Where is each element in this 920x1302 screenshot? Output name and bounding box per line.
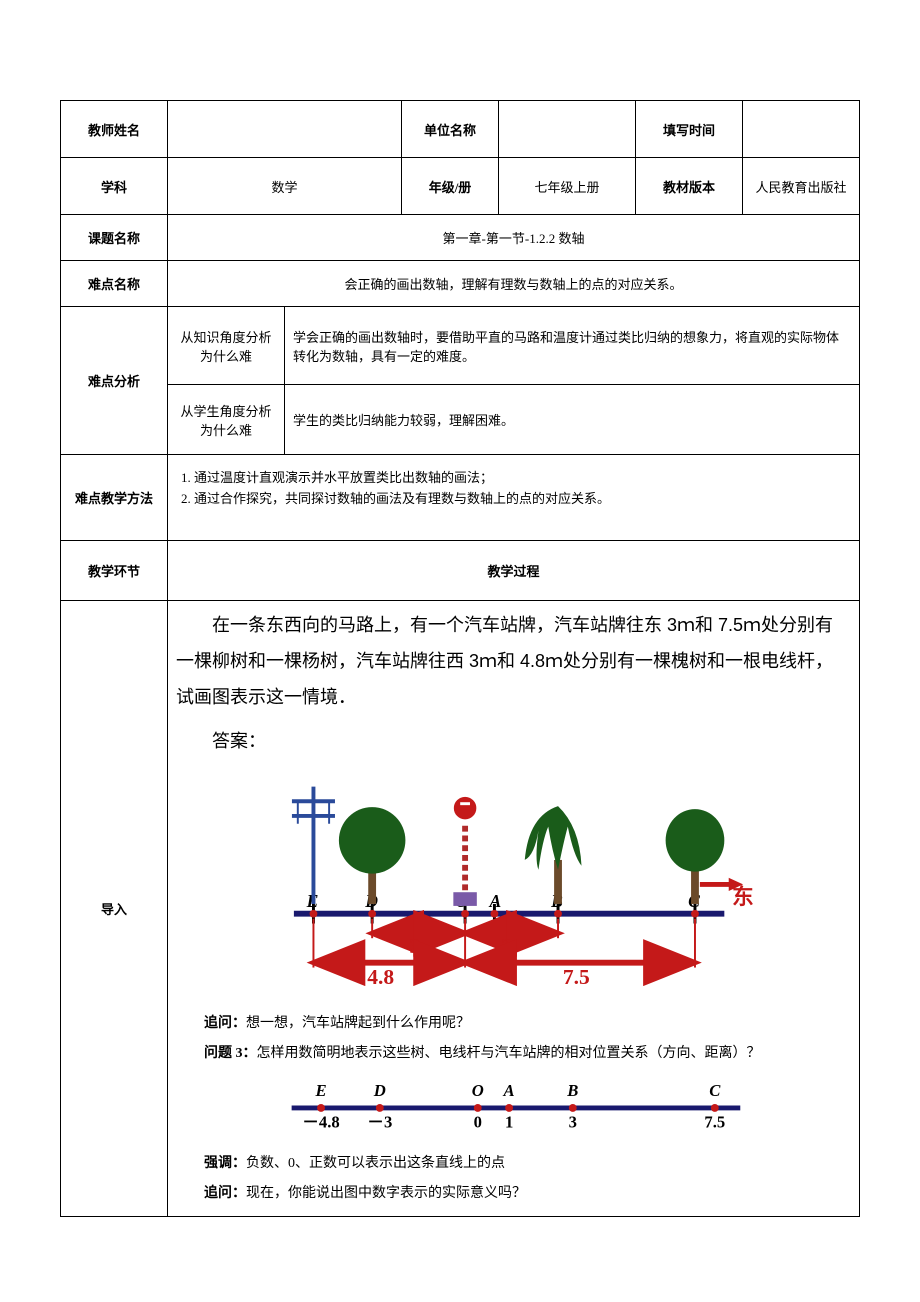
lesson-value: 第一章-第一节-1.2.2 数轴 [168,215,860,261]
teacher-name-header: 教师姓名 [61,101,168,158]
nl-O-label: O [471,1081,483,1100]
nl-B-value: 3 [568,1113,576,1132]
time-header: 填写时间 [636,101,743,158]
book-header: 教材版本 [636,158,743,215]
time-value [743,101,860,158]
nl-D-value: －3 [367,1113,392,1132]
dim-right-out: 7.5 [562,965,589,989]
answer-label: 答案： [176,723,851,759]
intro-header: 导入 [61,601,168,1217]
dim-right-in: 3 [501,934,512,958]
process-header: 教学过程 [168,541,860,601]
scene-diagram: E D O A B C 东 [274,767,754,996]
bus-sign-icon [452,795,477,906]
follow-q2: 追问：现在，你能说出图中数字表示的实际意义吗？ [204,1180,851,1208]
nl-A-label: A [502,1081,514,1100]
nl-C-label: C [709,1081,721,1100]
lesson-header: 课题名称 [61,215,168,261]
method-item-1: 通过温度计直观演示并水平放置类比出数轴的画法； [194,467,851,486]
subject-header: 学科 [61,158,168,215]
analysis-sub2-header: 从学生角度分析为什么难 [168,385,285,455]
point-A-label: A [488,891,501,911]
dim-left-in: 3 [409,934,420,958]
nl-A-value: 1 [504,1113,512,1132]
analysis-header: 难点分析 [61,307,168,455]
analysis-sub2-value: 学生的类比归纳能力较弱，理解困难。 [285,385,860,455]
unit-header: 单位名称 [402,101,499,158]
nl-E-label: E [314,1081,326,1100]
method-cell: 通过温度计直观演示并水平放置类比出数轴的画法； 通过合作探究，共同探讨数轴的画法… [168,455,860,541]
analysis-sub1-value: 学会正确的画出数轴时，要借助平直的马路和温度计通过类比归纳的想象力，将直观的实际… [285,307,860,385]
grade-value: 七年级上册 [499,158,636,215]
nl-B-label: B [566,1081,578,1100]
method-item-2: 通过合作探究，共同探讨数轴的画法及有理数与数轴上的点的对应关系。 [194,488,851,507]
dim-left-out: 4.8 [367,965,394,989]
intro-content: 在一条东西向的马路上，有一个汽车站牌，汽车站牌往东 3ｍ和 7.5ｍ处分别有一棵… [168,601,860,1217]
tree-D-icon [338,807,405,904]
nl-E-value: －4.8 [302,1113,339,1132]
follow-q1: 追问：想一想，汽车站牌起到什么作用呢？ [204,1010,851,1038]
analysis-sub1-header: 从知识角度分析为什么难 [168,307,285,385]
tree-B-icon [524,806,581,904]
difficulty-value: 会正确的画出数轴，理解有理数与数轴上的点的对应关系。 [168,261,860,307]
grade-header: 年级/册 [402,158,499,215]
book-value: 人民教育出版社 [743,158,860,215]
subject-value: 数学 [168,158,402,215]
emphasis-line: 强调：负数、0、正数可以表示出这条直线上的点 [204,1150,851,1178]
nl-C-value: 7.5 [704,1113,725,1132]
nl-O-value: 0 [473,1113,481,1132]
method-header: 难点教学方法 [61,455,168,541]
pole-icon [291,787,334,904]
question-3: 问题 3：怎样用数简明地表示这些树、电线杆与汽车站牌的相对位置关系（方向、距离）… [204,1040,851,1068]
stage-header: 教学环节 [61,541,168,601]
problem-text: 在一条东西向的马路上，有一个汽车站牌，汽车站牌往东 3ｍ和 7.5ｍ处分别有一棵… [176,607,851,715]
east-label: 东 [732,884,754,909]
nl-D-label: D [372,1081,385,1100]
number-line-diagram: E D O A B C －4.8 －3 0 1 3 7.5 [274,1074,754,1140]
difficulty-header: 难点名称 [61,261,168,307]
teacher-name-value [168,101,402,158]
tree-C-icon [665,809,724,904]
unit-value [499,101,636,158]
